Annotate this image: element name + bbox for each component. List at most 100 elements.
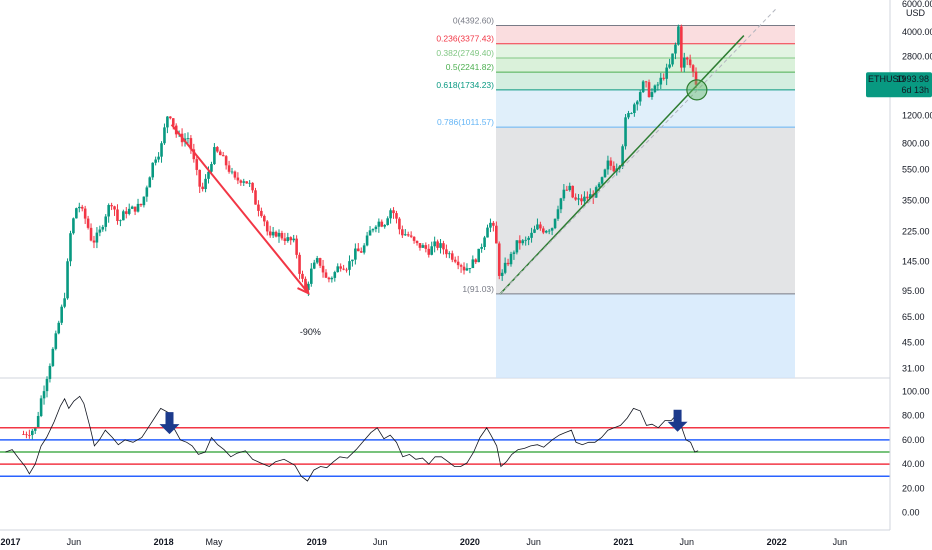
candle-body [539,224,542,229]
candle-body [342,268,345,270]
candle-body [530,232,533,238]
fib-zone [496,89,795,128]
candle-body [33,427,37,431]
candle-body [544,231,548,233]
candle-body [336,266,340,273]
candle-body [192,149,196,160]
candle-body [503,262,507,273]
candle-body [348,261,351,270]
candle-body [312,262,316,269]
fib-level-label: 0.382(2749.40) [436,48,494,58]
candle-body [236,177,240,181]
annotations[interactable]: -90% [170,79,708,337]
badge-price: 1993.98 [896,74,929,84]
candle-body [380,221,384,227]
drawdown-arrow-line[interactable] [170,123,310,294]
candle-body [644,81,648,83]
candle-body [635,101,639,105]
price-axis-unit: USD [906,8,926,18]
candle-body [104,216,108,227]
candle-body [480,246,483,249]
candle-body [624,117,627,147]
down-arrow-icon [667,409,688,432]
price-axis-tick: 6000.00 [902,0,932,9]
candle-body [436,241,439,248]
drawdown-arrow-head [297,281,310,295]
candle-body [89,227,93,241]
candle-body [568,185,572,191]
candle-body [597,183,601,188]
rsi-axis-tick: 0.00 [902,508,920,518]
candle-body [577,198,580,200]
candle-body [51,348,55,366]
candle-body [239,180,243,183]
candle-body [688,59,692,66]
candle-body [659,77,663,85]
drawdown-label: -90% [300,327,321,337]
candle-body [36,415,40,428]
down-arrow-icon [159,412,180,435]
rsi-pane [0,395,890,482]
candle-body [354,248,357,260]
candle-body [145,187,149,197]
candle-body [682,57,686,68]
rsi-line [5,395,699,482]
rsi-axis-tick: 80.00 [902,411,925,421]
candle-body [154,159,157,163]
candle-body [521,240,525,244]
candle-body [315,258,319,263]
price-axis-tick: 31.00 [902,364,925,374]
price-axis-tick: 65.00 [902,312,925,322]
candle-body [606,160,610,170]
price-axis-tick: 1200.00 [902,110,932,120]
candle-body [656,84,660,86]
candle-body [456,261,460,266]
candle-body [665,67,668,79]
candle-body [612,165,616,172]
candle-body [371,229,375,231]
time-axis-label: 2021 [613,537,633,547]
candle-body [477,248,481,263]
candle-body [633,104,636,114]
candle-body [295,238,298,255]
candle-body [72,218,75,234]
price-axis-tick: 4000.00 [902,27,932,37]
candle-body [468,268,472,269]
candle-body [92,240,96,243]
candlestick-series [22,24,698,441]
candle-body [550,228,554,231]
badge-symbol: ETHUSD [868,74,906,84]
candle-body [157,156,160,160]
candle-body [465,268,469,271]
candle-body [25,434,28,436]
candle-body [497,243,501,276]
candle-body [216,147,219,152]
support-trendline[interactable] [499,35,745,295]
candle-body [86,218,90,228]
candle-body [621,146,624,167]
candle-body [333,272,337,278]
trendlines[interactable] [499,8,777,295]
candle-body [245,181,248,184]
candle-body [77,206,81,209]
dashed-trendline[interactable] [499,8,777,295]
candle-body [495,225,498,244]
support-touch-circle[interactable] [686,79,708,101]
candle-body [559,198,563,210]
candle-body [515,240,519,253]
candle-body [518,240,522,244]
price-axis-tick: 225.00 [902,226,930,236]
candle-body [136,203,140,212]
candle-body [600,177,604,184]
candle-body [650,92,654,98]
candle-body [627,113,630,118]
time-axis-label: Jun [373,537,388,547]
candle-body [395,213,398,219]
fib-level-label: 1(91.03) [462,284,494,294]
candle-body [450,253,454,260]
candle-body [54,333,58,349]
candle-body [448,253,451,255]
fibonacci-retracement[interactable]: 0(4392.60) 0.236(3377.43) 0.382(2749.40) 0.… [436,16,795,378]
candle-body [227,165,231,172]
